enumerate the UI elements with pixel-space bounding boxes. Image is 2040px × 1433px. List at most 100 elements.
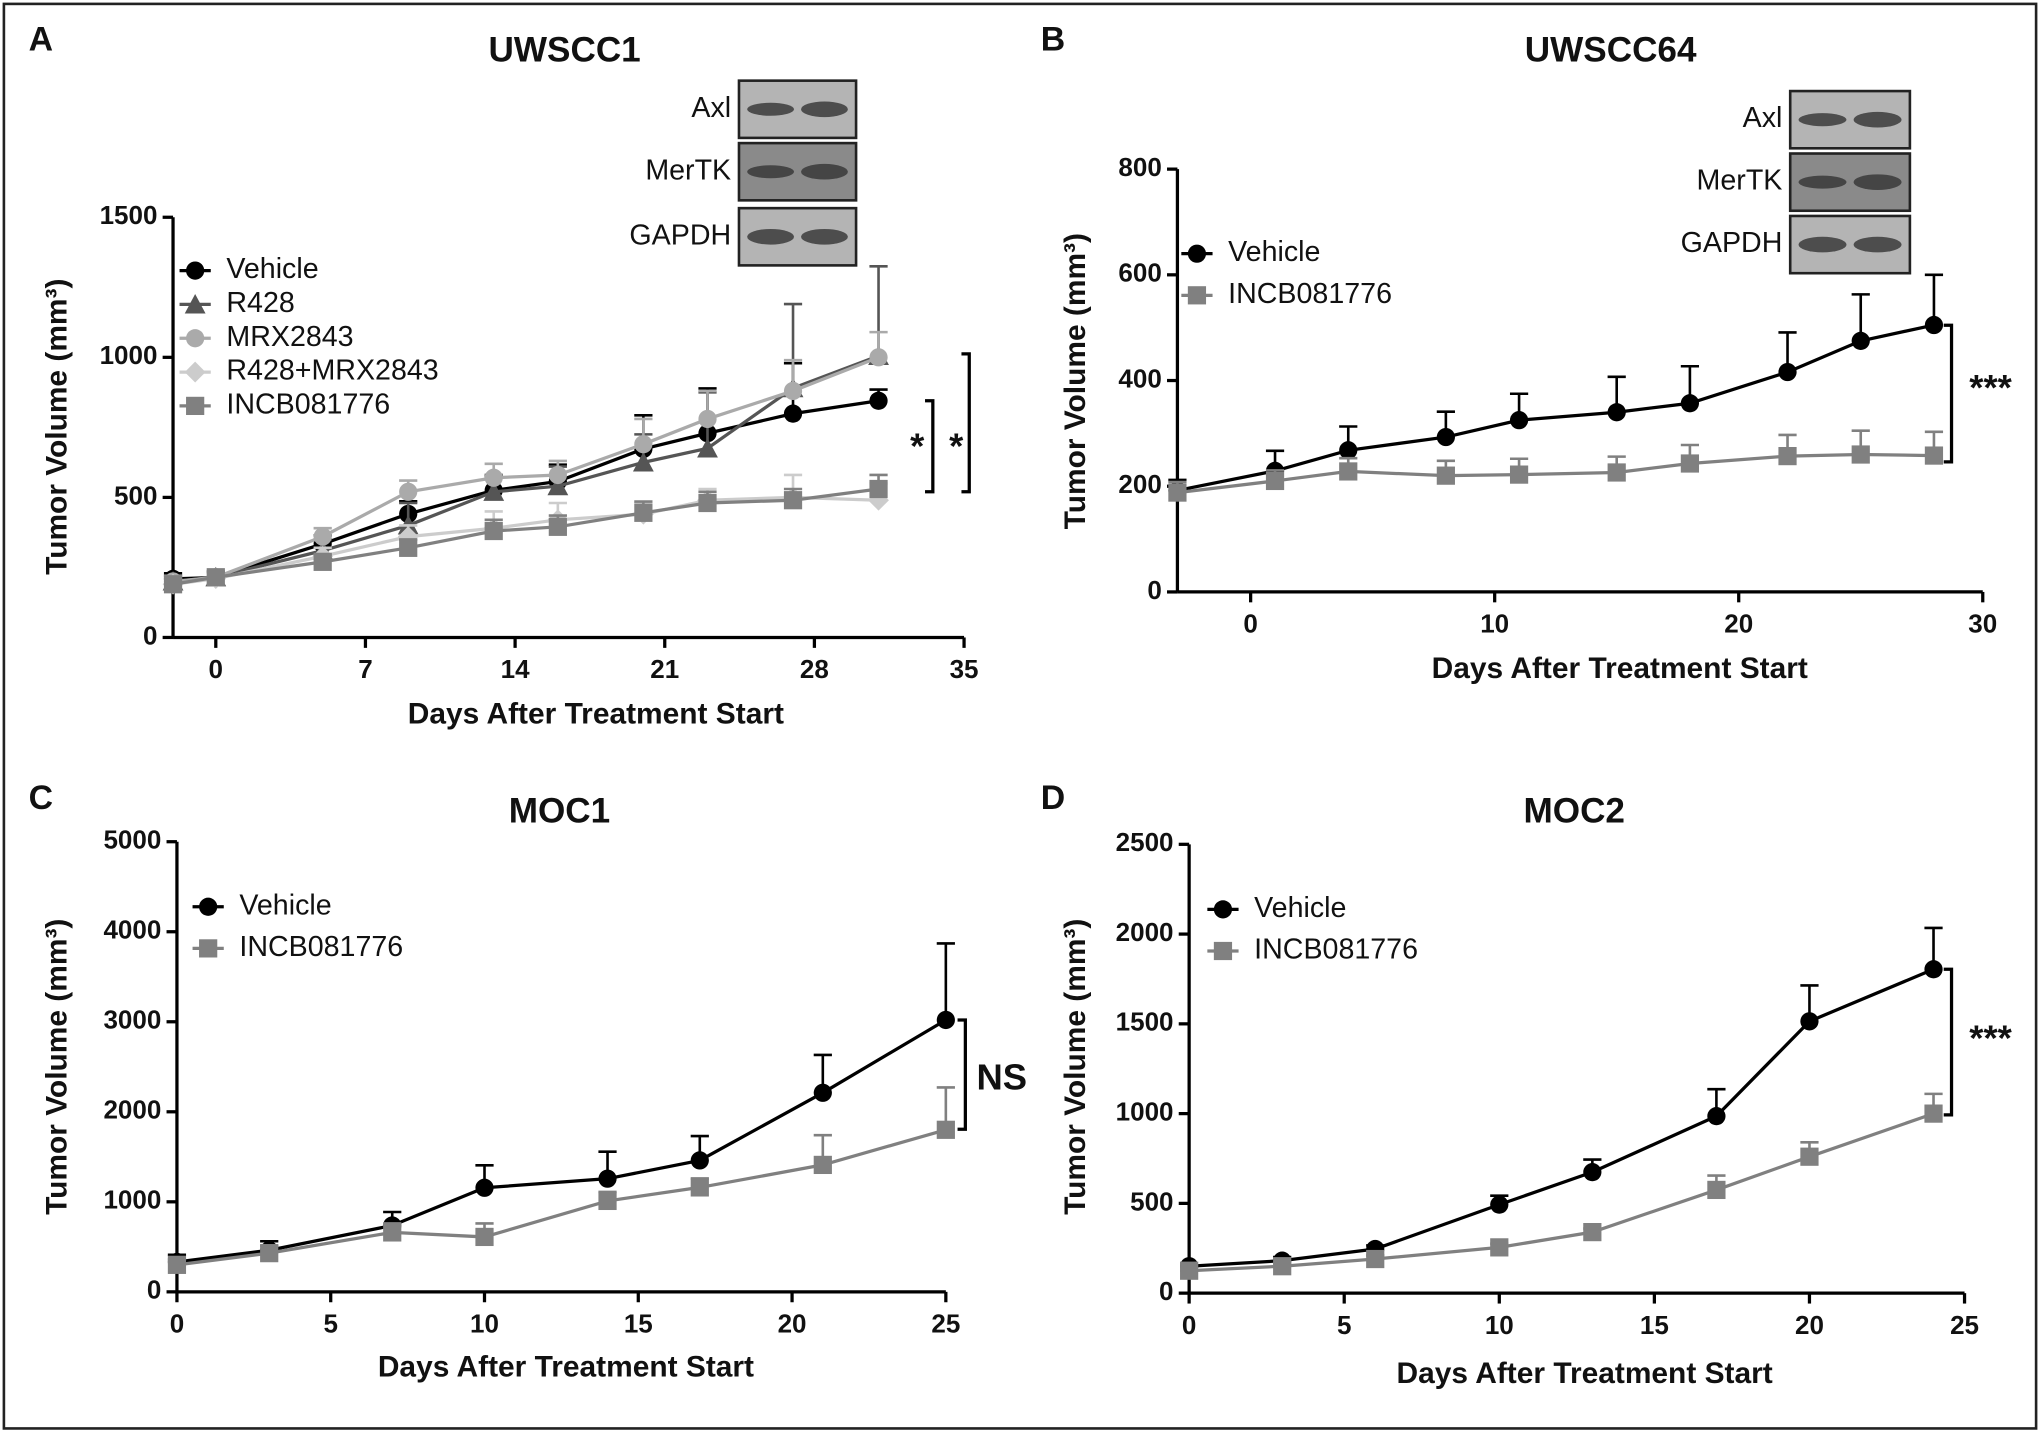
- data-point: [1436, 466, 1455, 485]
- error-bar: [936, 942, 955, 1020]
- blot-band: [747, 102, 795, 116]
- legend-label: R428: [226, 287, 294, 319]
- legend-marker: [186, 261, 205, 280]
- y-tick-label: 1500: [100, 200, 158, 230]
- significance-label: *: [949, 425, 964, 466]
- blot-band: [801, 228, 848, 245]
- data-point: [167, 1255, 187, 1274]
- data-point: [1778, 362, 1797, 382]
- legend-label: R428+MRX2843: [226, 355, 438, 387]
- data-point: [1800, 1147, 1819, 1166]
- y-tick-label: 500: [1130, 1186, 1173, 1216]
- significance-bracket: [1943, 967, 1954, 1117]
- data-point: [1436, 427, 1455, 447]
- chart-title: MOC2: [1524, 791, 1625, 830]
- y-tick-label: 4000: [103, 915, 161, 945]
- legend-label: Vehicle: [1254, 892, 1346, 924]
- blot-label: Axl: [691, 92, 731, 124]
- x-tick-label: 30: [1968, 609, 1997, 639]
- y-tick-label: 0: [1159, 1276, 1173, 1306]
- data-point: [399, 482, 418, 501]
- chart-title: UWSCC1: [489, 30, 641, 69]
- x-tick-label: 25: [931, 1309, 960, 1339]
- legend-marker: [199, 897, 218, 916]
- blot-band: [1798, 175, 1847, 189]
- y-tick-label: 0: [147, 1275, 161, 1305]
- data-point: [260, 1244, 279, 1263]
- data-point: [484, 468, 503, 487]
- x-tick-label: 20: [778, 1309, 807, 1339]
- blot-band: [747, 228, 795, 245]
- data-point: [634, 503, 653, 522]
- x-tick-label: 7: [358, 654, 372, 684]
- data-point: [163, 575, 183, 594]
- x-tick-label: 5: [323, 1309, 337, 1339]
- panel-letter: A: [29, 21, 53, 59]
- data-point: [1607, 463, 1626, 482]
- y-tick-label: 1000: [1116, 1096, 1174, 1126]
- legend-label: INCB081776: [239, 931, 403, 963]
- series-line: [1189, 967, 1935, 1268]
- x-tick-label: 14: [501, 654, 530, 684]
- legend-label: Vehicle: [239, 889, 331, 921]
- data-point: [1680, 394, 1700, 413]
- legend-marker: [184, 294, 206, 314]
- y-tick-label: 600: [1118, 258, 1161, 288]
- data-point: [869, 391, 888, 410]
- blot-band: [1798, 236, 1847, 253]
- y-tick-label: 0: [143, 620, 157, 650]
- significance-bracket: [1943, 323, 1954, 464]
- series-line: [172, 399, 879, 581]
- x-tick-label: 21: [650, 654, 679, 684]
- blot-band: [801, 101, 848, 118]
- x-tick-label: 15: [624, 1309, 653, 1339]
- y-tick-label: 1000: [103, 1185, 161, 1215]
- x-axis-label: Days After Treatment Start: [378, 1351, 754, 1384]
- data-point: [634, 435, 653, 454]
- series-line: [1177, 452, 1934, 495]
- legend-marker: [1213, 941, 1233, 961]
- data-point: [936, 1120, 955, 1139]
- legend-marker: [186, 396, 205, 416]
- data-point: [1924, 446, 1944, 465]
- chart-title: MOC1: [509, 791, 610, 830]
- data-point: [783, 404, 803, 423]
- series-line: [1189, 1112, 1935, 1273]
- y-tick-label: 2000: [1116, 917, 1174, 947]
- data-point: [1490, 1195, 1509, 1214]
- data-point: [1366, 1249, 1385, 1269]
- y-tick-label: 1500: [1116, 1007, 1174, 1037]
- panel-letter: B: [1041, 21, 1065, 59]
- data-point: [783, 381, 803, 401]
- data-point: [598, 1191, 617, 1211]
- data-point: [869, 479, 888, 499]
- blot-band: [1853, 236, 1902, 253]
- y-tick-label: 2500: [1116, 827, 1174, 857]
- blot-label: GAPDH: [629, 219, 731, 251]
- legend-label: MRX2843: [226, 321, 353, 353]
- y-tick-label: 200: [1118, 469, 1161, 499]
- legend-marker: [1187, 286, 1207, 305]
- data-point: [484, 521, 503, 541]
- data-point: [1273, 1257, 1292, 1276]
- y-tick-label: 800: [1118, 152, 1161, 182]
- blot-band: [1853, 174, 1902, 190]
- x-tick-label: 10: [1485, 1310, 1514, 1340]
- x-tick-label: 10: [470, 1309, 499, 1339]
- blot-band: [1853, 111, 1902, 128]
- panel-letter: C: [29, 779, 53, 817]
- data-point: [1339, 462, 1358, 481]
- data-point: [1778, 446, 1797, 466]
- y-axis-label: Tumor Volume (mm³): [40, 919, 73, 1215]
- x-tick-label: 0: [1182, 1310, 1196, 1340]
- data-point: [869, 348, 888, 367]
- data-point: [1680, 454, 1700, 473]
- panel-letter: D: [1041, 779, 1065, 817]
- legend-marker: [1213, 900, 1233, 919]
- data-point: [1490, 1238, 1509, 1257]
- significance-bracket: [961, 352, 971, 494]
- data-point: [548, 517, 567, 536]
- significance-label: *: [910, 425, 925, 466]
- y-axis-label: Tumor Volume (mm³): [40, 279, 73, 575]
- data-point: [548, 465, 567, 485]
